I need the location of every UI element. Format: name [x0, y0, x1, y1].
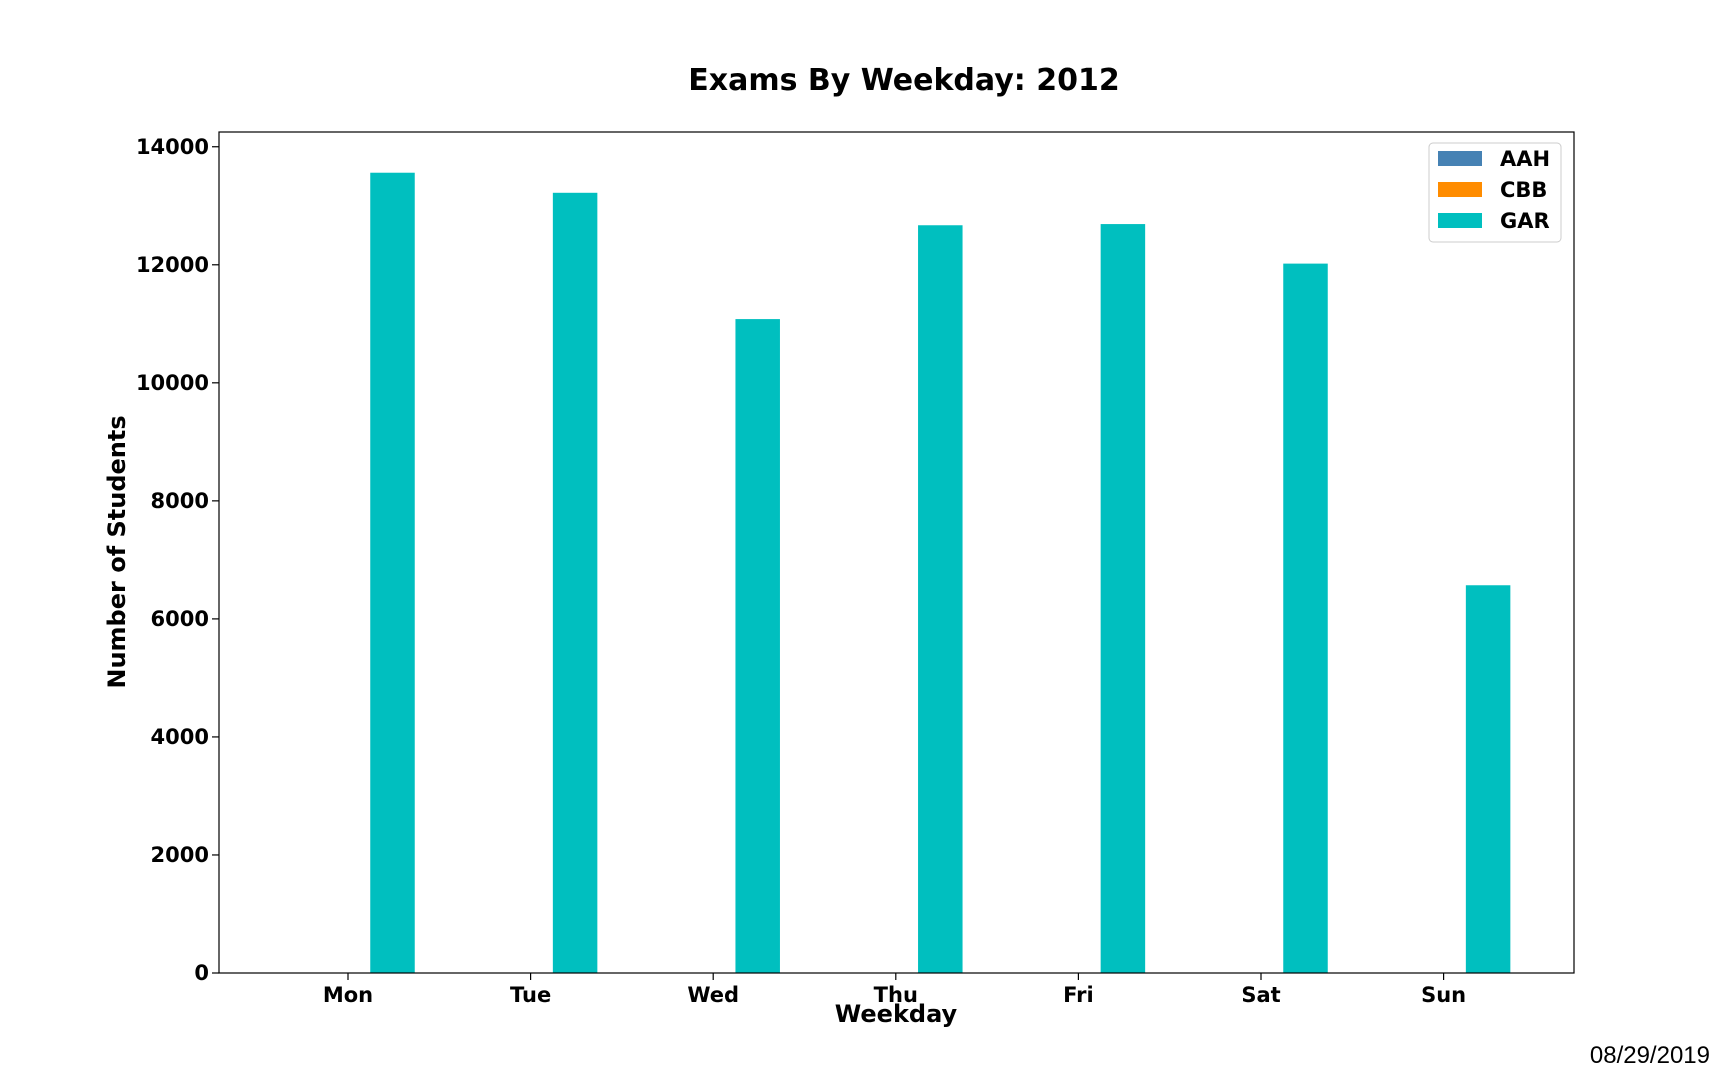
y-axis-label: Number of Students — [103, 415, 131, 688]
legend-swatch-gar — [1438, 213, 1482, 228]
y-tick-label: 4000 — [151, 725, 209, 749]
y-tick-label: 2000 — [151, 843, 209, 867]
bars-layer — [370, 172, 1511, 974]
y-tick-label: 8000 — [151, 489, 209, 513]
legend-label-cbb: CBB — [1500, 178, 1547, 202]
bar-gar-mon — [370, 172, 415, 974]
x-tick-label-sat: Sat — [1241, 983, 1280, 1007]
y-tick-label: 12000 — [136, 253, 209, 277]
x-tick-label-thu: Thu — [874, 983, 918, 1007]
x-tick-label-tue: Tue — [510, 983, 551, 1007]
bar-gar-wed — [735, 319, 780, 974]
bar-gar-tue — [552, 192, 598, 974]
legend-swatch-aah — [1438, 151, 1482, 166]
y-tick-label: 0 — [194, 961, 209, 985]
legend-label-aah: AAH — [1500, 147, 1550, 171]
plot-frame — [218, 131, 1575, 974]
chart-title: Exams By Weekday: 2012 — [688, 63, 1119, 98]
x-axis-label: Weekday — [835, 1000, 958, 1028]
x-tick-label-fri: Fri — [1063, 983, 1094, 1007]
y-axis-ticks: 0 2000 4000 6000 8000 10000 12000 14000 — [136, 135, 219, 985]
bar-gar-sat — [1283, 263, 1328, 973]
bar-gar-sun — [1465, 585, 1511, 973]
x-tick-label-mon: Mon — [323, 983, 373, 1007]
bar-gar-fri — [1100, 224, 1146, 973]
x-tick-label-sun: Sun — [1421, 983, 1466, 1007]
x-axis-ticks: Mon Tue Wed Thu Fri Sat Sun — [323, 973, 1466, 1007]
legend-label-gar: GAR — [1500, 209, 1550, 233]
y-tick-label: 14000 — [136, 135, 209, 159]
y-tick-label: 10000 — [136, 371, 209, 395]
bar-gar-thu — [918, 225, 963, 973]
legend-swatch-cbb — [1438, 182, 1482, 197]
y-tick-label: 6000 — [151, 607, 209, 631]
x-tick-label-wed: Wed — [687, 983, 739, 1007]
date-stamp: 08/29/2019 — [1589, 1042, 1710, 1069]
legend: AAH CBB GAR — [1428, 142, 1562, 243]
